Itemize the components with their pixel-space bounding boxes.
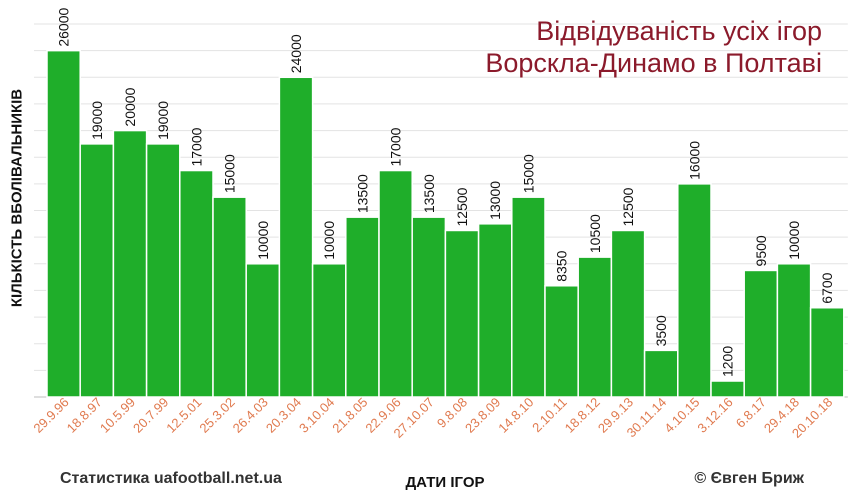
x-tick-label: 20.7.99: [130, 395, 171, 436]
data-label: 24000: [288, 34, 304, 73]
data-label: 10000: [255, 221, 271, 260]
bars: [46, 49, 845, 398]
data-label: 17000: [188, 127, 204, 166]
bar-12.5.01: [179, 169, 214, 398]
data-label: 20000: [122, 87, 138, 126]
x-tick-label: 10.5.99: [97, 395, 138, 436]
bar-29.4.18: [776, 263, 812, 398]
x-tick-label: 3.12.16: [694, 395, 735, 436]
x-tick-label: 29.9.96: [30, 395, 71, 436]
data-label: 19000: [155, 101, 171, 140]
x-tick-label: 14.8.10: [495, 395, 536, 436]
data-label: 19000: [89, 101, 105, 140]
bar-2.10.11: [544, 285, 579, 398]
x-tick-label: 18.8.97: [64, 395, 105, 436]
data-label: 13000: [487, 181, 503, 220]
data-label: 8350: [554, 250, 570, 281]
bar-18.8.97: [79, 143, 115, 398]
bar-18.8.12: [577, 256, 613, 398]
x-tick-label: 26.4.03: [230, 395, 271, 436]
bar-20.3.04: [278, 76, 314, 398]
data-label: 17000: [388, 127, 404, 166]
data-label: 15000: [520, 154, 536, 193]
data-label: 1200: [720, 346, 736, 377]
x-tick-label: 25.3.02: [196, 395, 237, 436]
data-label: 26000: [56, 7, 72, 46]
bar-20.10.18: [809, 306, 845, 398]
bar-25.3.02: [212, 196, 247, 398]
bar-4.10.15: [677, 183, 712, 398]
bar-6.8.17: [743, 269, 779, 398]
data-label: 10000: [321, 221, 337, 260]
chart-title-line1: Відвідуваність усіх ігор: [536, 16, 822, 46]
bar-3.10.04: [311, 263, 347, 398]
bar-14.8.10: [511, 196, 546, 398]
data-label: 15000: [222, 154, 238, 193]
data-label: 12500: [620, 187, 636, 226]
x-tick-labels: 29.9.9618.8.9710.5.9920.7.9912.5.0125.3.…: [30, 395, 835, 441]
bar-9.8.08: [444, 229, 480, 398]
x-axis-label: ДАТИ ІГОР: [405, 474, 485, 491]
bar-26.4.03: [245, 263, 281, 398]
source-credit: Статистика uafootball.net.ua: [60, 470, 282, 487]
x-tick-label: 3.10.04: [296, 395, 337, 436]
x-tick-label: 23.8.09: [462, 395, 503, 436]
data-label: 10000: [786, 221, 802, 260]
bar-29.9.13: [610, 229, 646, 398]
bar-3.12.16: [710, 380, 745, 398]
data-label: 10500: [587, 214, 603, 253]
x-tick-label: 21.8.05: [329, 395, 370, 436]
x-tick-label: 18.8.12: [562, 395, 603, 436]
bar-23.8.09: [477, 223, 513, 398]
bar-29.9.96: [46, 49, 81, 398]
x-tick-label: 20.3.04: [263, 395, 304, 436]
chart-title-line2: Ворскла-Динамо в Полтаві: [485, 48, 822, 78]
y-axis-label: КІЛЬКІСТЬ ВБОЛІВАЛЬНИКІВ: [8, 88, 26, 308]
bar-10.5.99: [112, 129, 148, 398]
x-tick-label: 12.5.01: [163, 395, 204, 436]
data-label: 12500: [454, 187, 470, 226]
author-credit: © Євген Бриж: [694, 470, 804, 487]
x-tick-label: 4.10.15: [661, 395, 702, 436]
bar-27.10.07: [411, 216, 447, 398]
data-label: 13500: [421, 174, 437, 213]
data-label: 16000: [686, 141, 702, 180]
bar-22.9.06: [378, 169, 413, 398]
data-label: 13500: [354, 174, 370, 213]
data-label: 9500: [753, 235, 769, 266]
data-label: 6700: [819, 272, 835, 303]
data-labels: 26000 19000 20000 19000 17000 15000 10000 24000…: [56, 7, 836, 377]
x-tick-label: 2.10.11: [529, 395, 570, 436]
bar-21.8.05: [345, 216, 380, 398]
data-label: 3500: [653, 315, 669, 346]
bar-20.7.99: [145, 143, 181, 398]
bar-30.11.14: [643, 349, 679, 398]
